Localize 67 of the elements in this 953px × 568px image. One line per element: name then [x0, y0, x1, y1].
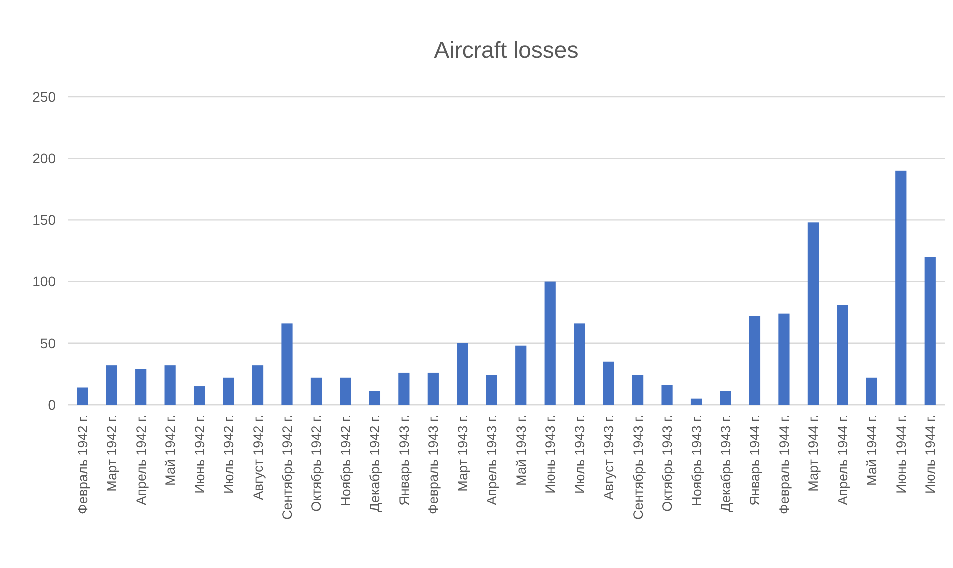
x-tick-label: Ноябрь 1943 г. [689, 415, 704, 506]
y-tick-label: 50 [40, 335, 56, 352]
bar [340, 378, 352, 405]
bar [603, 362, 614, 405]
x-tick-label: Май 1944 г. [864, 415, 880, 486]
x-tick-label: Апрель 1943 г. [484, 415, 500, 506]
x-tick-label: Октябрь 1943 г. [660, 415, 676, 512]
bar [837, 305, 848, 405]
y-tick-label: 250 [32, 88, 56, 105]
x-tick-label: Февраль 1944 г. [776, 415, 792, 514]
bar [632, 375, 644, 405]
bar [574, 324, 586, 405]
x-tick-label: Сентябрь 1943 г. [630, 415, 646, 520]
chart-title: Aircraft losses [434, 37, 579, 63]
bar [516, 346, 527, 405]
x-tick-label: Март 1944 г. [806, 415, 822, 492]
x-tick-label: Апрель 1942 г. [134, 415, 149, 506]
bar [662, 385, 673, 405]
bar [720, 391, 732, 405]
x-tick-label: Май 1943 г. [514, 415, 529, 486]
x-tick-label: Июнь 1942 г. [192, 415, 208, 494]
x-tick-label: Июль 1944 г. [923, 415, 938, 494]
x-tick-label: Октябрь 1942 г. [309, 415, 324, 512]
y-tick-label: 0 [48, 396, 56, 413]
x-tick-label: Март 1942 г. [104, 415, 120, 492]
x-tick-label: Декабрь 1942 г. [368, 415, 383, 512]
bar [808, 222, 820, 405]
bar [690, 398, 702, 405]
bar [194, 386, 206, 405]
bar [310, 378, 322, 405]
bar [896, 170, 907, 405]
x-tick-label: Июль 1943 г. [572, 415, 588, 494]
bar [223, 378, 234, 405]
bar [252, 366, 264, 405]
bar [866, 378, 878, 405]
bar [749, 316, 761, 405]
x-tick-label: Январь 1943 г. [396, 415, 412, 506]
x-tick-label: Апрель 1944 г. [835, 415, 850, 506]
bar [428, 372, 439, 405]
bar [164, 366, 176, 405]
bar [398, 372, 410, 405]
x-tick-label: Май 1942 г. [163, 415, 178, 486]
bar [486, 375, 498, 405]
bar [282, 324, 293, 405]
x-tick-label: Ноябрь 1942 г. [338, 415, 354, 506]
x-tick-label: Февраль 1942 г. [75, 415, 90, 514]
x-tick-label: Сентябрь 1942 г. [280, 415, 295, 520]
x-tick-label: Июнь 1943 г. [543, 415, 558, 494]
bar [544, 282, 556, 405]
x-tick-label: Июнь 1944 г. [894, 415, 909, 494]
bar [457, 343, 468, 405]
bar [77, 388, 88, 405]
x-tick-label: Август 1943 г. [602, 415, 617, 500]
y-tick-label: 200 [32, 150, 56, 166]
bar [106, 366, 118, 405]
x-tick-label: Июль 1942 г. [222, 415, 237, 494]
y-tick-label: 150 [32, 212, 56, 228]
bar [136, 369, 147, 405]
y-tick-label: 100 [32, 274, 56, 290]
x-tick-label: Февраль 1943 г. [426, 415, 442, 514]
bar [369, 391, 381, 405]
bar [778, 314, 790, 405]
x-tick-label: Январь 1944 г. [748, 415, 763, 506]
x-tick-label: Декабрь 1943 г. [718, 415, 734, 512]
x-tick-label: Март 1943 г. [455, 415, 470, 492]
bar [924, 257, 936, 405]
x-tick-label: Август 1942 г. [250, 415, 266, 500]
